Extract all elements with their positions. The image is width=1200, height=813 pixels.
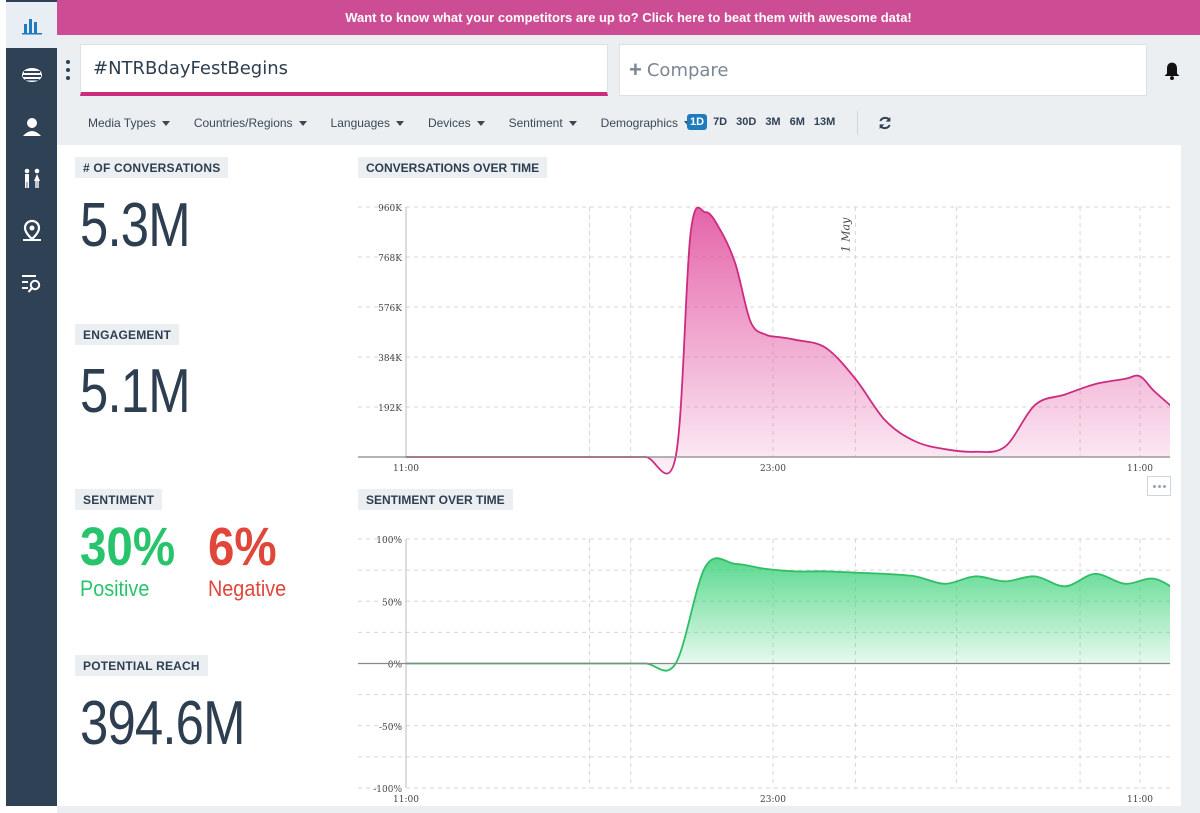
y-tick-label: 576K	[378, 304, 402, 314]
nav-item-locations[interactable]	[6, 208, 57, 254]
range-7d[interactable]: 7D	[713, 116, 728, 128]
caret-down-icon	[161, 120, 170, 126]
nav-item-demographics[interactable]	[6, 156, 57, 202]
x-tick-label: 11:00	[393, 795, 419, 805]
y-tick-label: 0%	[388, 661, 403, 671]
nav-item-influencers[interactable]	[6, 104, 57, 150]
chart-annotation: 1 May	[839, 217, 852, 252]
x-tick-label: 11:00	[1127, 795, 1153, 805]
y-tick-label: 100%	[376, 536, 402, 546]
user-icon	[22, 118, 41, 136]
y-tick-label: 50%	[382, 598, 402, 608]
conversations-label: # OF CONVERSATIONS	[75, 157, 229, 178]
news-stack-icon	[21, 68, 42, 82]
engagement-value: 5.1M	[80, 357, 191, 426]
filter-devices[interactable]: Devices	[428, 116, 485, 130]
filter-media-types[interactable]: Media Types	[88, 116, 170, 130]
series-area	[406, 558, 1170, 671]
nav-item-media[interactable]	[6, 52, 57, 98]
range-1d[interactable]: 1D	[687, 114, 708, 130]
location-pin-icon	[22, 219, 41, 241]
caret-down-icon	[298, 120, 307, 126]
sentiment-chart-title: SENTIMENT OVER TIME	[358, 489, 513, 510]
nav-item-mentions[interactable]	[6, 260, 57, 306]
x-tick-label: 11:00	[393, 464, 419, 474]
plus-icon: +	[629, 57, 642, 82]
sentiment-chart: 100%50%0%-50%-100%11:00 23:00 11:00	[358, 536, 1170, 805]
caret-down-icon	[395, 120, 404, 126]
x-tick-label: 23:00	[760, 464, 786, 474]
range-13m[interactable]: 13M	[813, 116, 836, 128]
y-tick-label: -100%	[373, 785, 402, 795]
compare-input[interactable]: + Compare	[619, 44, 1147, 96]
filter-sentiment[interactable]: Sentiment	[509, 116, 577, 130]
reach-value: 394.6M	[80, 689, 245, 758]
positive-percent: 30%	[80, 517, 176, 577]
divider	[857, 111, 858, 135]
filter-bar: Media Types Countries/Regions Languages …	[88, 113, 716, 133]
conversations-chart: 192K 384K 576K 768K 960K 11:00 23:00 11:00 1 May	[358, 204, 1170, 475]
filter-demographics[interactable]: Demographics	[601, 116, 693, 130]
caret-down-icon	[568, 120, 577, 126]
y-tick-label: 384K	[378, 354, 402, 364]
positive-label: Positive	[80, 576, 150, 601]
query-input[interactable]: #NTRBdayFestBegins	[80, 44, 608, 96]
reach-label: POTENTIAL REACH	[75, 655, 208, 676]
range-6m[interactable]: 6M	[789, 116, 805, 128]
y-tick-label: 960K	[378, 204, 402, 214]
list-search-icon	[21, 275, 40, 293]
promo-banner[interactable]: Want to know what your competitors are u…	[57, 0, 1200, 35]
negative-label: Negative	[208, 576, 287, 601]
range-30d[interactable]: 30D	[736, 116, 757, 128]
nav-item-overview[interactable]	[6, 2, 57, 48]
x-tick-label: 11:00	[1127, 464, 1153, 474]
conversations-chart-title: CONVERSATIONS OVER TIME	[358, 157, 548, 178]
engagement-label: ENGAGEMENT	[75, 324, 180, 345]
chart-more-button[interactable]	[1147, 476, 1171, 496]
range-3m[interactable]: 3M	[765, 116, 781, 128]
bell-icon[interactable]	[1162, 61, 1182, 81]
refresh-icon[interactable]	[877, 115, 893, 131]
caret-down-icon	[476, 120, 485, 126]
compare-label: Compare	[646, 59, 729, 81]
negative-percent: 6%	[208, 517, 277, 577]
x-tick-label: 23:00	[760, 795, 786, 805]
more-options-icon[interactable]	[64, 60, 72, 80]
series-area	[406, 207, 1170, 474]
people-icon	[24, 168, 40, 188]
filter-languages[interactable]: Languages	[331, 116, 404, 130]
y-tick-label: -50%	[379, 723, 402, 733]
filter-countries[interactable]: Countries/Regions	[194, 116, 307, 130]
dashboard-panel	[57, 145, 1181, 806]
y-tick-label: 192K	[378, 404, 402, 414]
sentiment-label: SENTIMENT	[75, 489, 163, 510]
bar-chart-icon	[21, 19, 42, 35]
query-text: #NTRBdayFestBegins	[93, 58, 289, 79]
time-range-selector: 1D 7D 30D 3M 6M 13M	[687, 114, 841, 130]
y-tick-label: 768K	[378, 254, 402, 264]
sidebar	[0, 0, 57, 813]
conversations-value: 5.3M	[80, 191, 191, 260]
